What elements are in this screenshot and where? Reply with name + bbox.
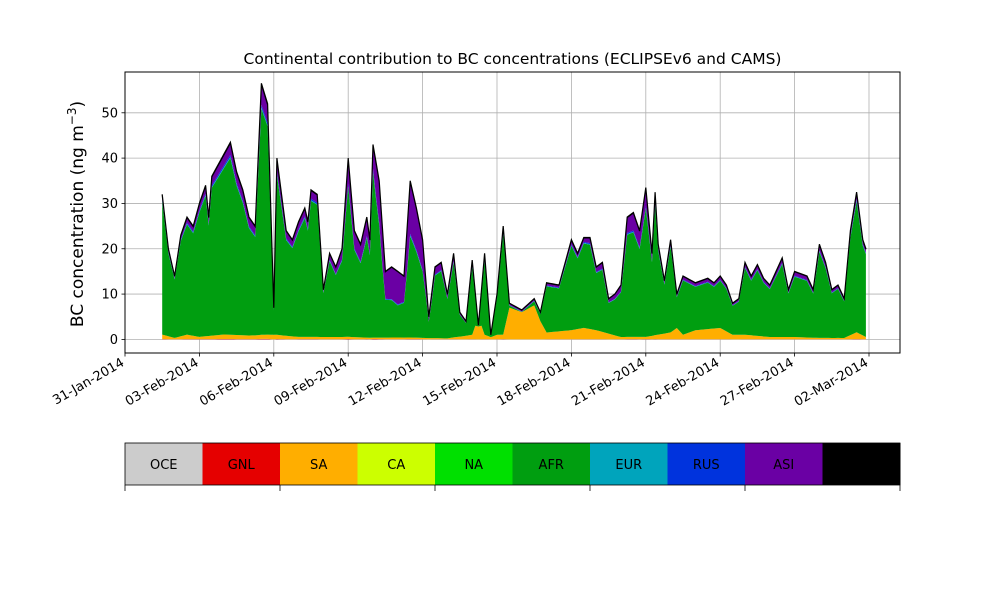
- legend-swatch-oce: [125, 443, 203, 485]
- y-tick-label: 20: [101, 242, 118, 257]
- legend-swatch-afr: [512, 443, 591, 485]
- y-axis-label: BC concentration (ng m−3): [65, 101, 88, 327]
- legend-label-ca: CA: [387, 458, 405, 473]
- area-aus: [161, 83, 867, 335]
- legend-frame: [124, 442, 901, 486]
- y-axis-label-main: BC concentration (ng m: [68, 125, 88, 327]
- area-afr: [162, 108, 866, 339]
- legend-label-na: NA: [464, 458, 483, 473]
- area-sa: [162, 305, 866, 340]
- legend-swatch-eur: [590, 443, 668, 485]
- legend-swatch-gnl: [202, 443, 281, 485]
- y-tick-label: 30: [101, 197, 118, 212]
- legend-label-rus: RUS: [693, 458, 720, 473]
- legend-swatch-sa: [280, 443, 358, 485]
- area-gnl: [162, 338, 866, 340]
- legend-colorbar: OCE GNL SA CA NA AFR EUR RUS ASI AUS: [124, 442, 901, 491]
- y-axis-label-close: ): [68, 101, 88, 108]
- y-axis-label-superscript: −3: [65, 107, 79, 125]
- stacked-areas: [161, 83, 867, 340]
- y-axis: 0 10 20 30 40 50: [101, 106, 125, 348]
- legend-label-oce: OCE: [150, 458, 178, 473]
- legend-label-eur: EUR: [615, 458, 642, 473]
- y-tick-label: 0: [110, 333, 118, 348]
- legend-swatch-na: [435, 443, 513, 485]
- y-tick-label: 50: [101, 106, 118, 121]
- legend-swatch-ca: [357, 443, 436, 485]
- legend-label-aus: AUS: [848, 458, 875, 473]
- y-tick-label: 40: [101, 152, 118, 167]
- y-tick-label: 10: [101, 288, 118, 303]
- chart-title: Continental contribution to BC concentra…: [244, 50, 782, 68]
- legend-swatch-rus: [667, 443, 746, 485]
- plot-frame: [124, 71, 901, 354]
- legend-label-asi: ASI: [773, 458, 794, 473]
- legend-swatch-asi: [745, 443, 823, 485]
- legend-swatch-aus: [822, 443, 901, 485]
- legend-label-sa: SA: [310, 458, 327, 473]
- legend-label-afr: AFR: [539, 458, 564, 473]
- legend-label-gnl: GNL: [228, 458, 256, 473]
